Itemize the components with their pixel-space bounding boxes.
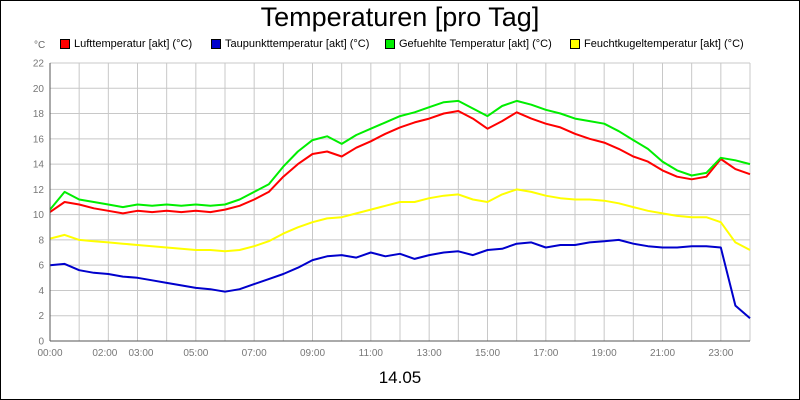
y-tick-label: 2 xyxy=(38,311,44,322)
series-line-0 xyxy=(49,110,751,215)
legend-item-feuchtkugeltemperatur: Feuchtkugeltemperatur [akt] (°C) xyxy=(570,38,744,50)
x-tick-label: 09:00 xyxy=(300,348,325,359)
legend-item-taupunkttemperatur: Taupunkttemperatur [akt] (°C) xyxy=(211,38,369,50)
legend-swatch-red xyxy=(60,39,70,49)
y-tick-label: 8 xyxy=(38,235,44,246)
y-tick-label: 18 xyxy=(33,109,45,120)
legend: Lufttemperatur [akt] (°C) Taupunkttemper… xyxy=(0,38,800,52)
legend-item-gefuehlte-temperatur: Gefuehlte Temperatur [akt] (°C) xyxy=(385,38,552,50)
legend-swatch-blue xyxy=(211,39,221,49)
y-tick-label: 4 xyxy=(38,286,44,297)
y-tick-label: 0 xyxy=(38,337,44,348)
legend-label: Taupunkttemperatur [akt] (°C) xyxy=(225,38,370,50)
x-tick-label: 21:00 xyxy=(650,348,675,359)
x-tick-label: 23:00 xyxy=(708,348,733,359)
y-tick-label: 10 xyxy=(33,210,45,221)
legend-item-lufttemperatur: Lufttemperatur [akt] (°C) xyxy=(60,38,192,50)
y-tick-label: 12 xyxy=(33,185,45,196)
x-caption: 14.05 xyxy=(378,368,422,387)
x-tick-label: 05:00 xyxy=(183,348,208,359)
y-tick-label: 22 xyxy=(33,59,45,70)
x-tick-label: 19:00 xyxy=(592,348,617,359)
y-tick-label: 20 xyxy=(33,84,45,95)
series-line-2 xyxy=(49,99,751,211)
y-tick-label: 14 xyxy=(33,160,45,171)
legend-swatch-green xyxy=(385,39,395,49)
series-line-3 xyxy=(49,188,751,253)
legend-label: Feuchtkugeltemperatur [akt] (°C) xyxy=(584,38,744,50)
x-tick-label: 11:00 xyxy=(359,348,384,359)
legend-label: Gefuehlte Temperatur [akt] (°C) xyxy=(399,38,552,50)
x-tick-label: 13:00 xyxy=(417,348,442,359)
legend-label: Lufttemperatur [akt] (°C) xyxy=(74,38,193,50)
y-unit-label: °C xyxy=(34,40,46,51)
y-tick-label: 6 xyxy=(38,261,44,272)
chart-title: Temperaturen [pro Tag] xyxy=(260,2,540,32)
x-tick-label: 15:00 xyxy=(475,348,500,359)
x-tick-label: 03:00 xyxy=(128,348,153,359)
x-tick-label: 00:00 xyxy=(37,348,62,359)
legend-swatch-yellow xyxy=(570,39,580,49)
x-tick-label: 07:00 xyxy=(242,348,267,359)
series-line-1 xyxy=(49,238,751,320)
x-tick-label: 17:00 xyxy=(533,348,558,359)
y-tick-label: 16 xyxy=(33,134,45,145)
x-tick-label: 02:00 xyxy=(92,348,117,359)
